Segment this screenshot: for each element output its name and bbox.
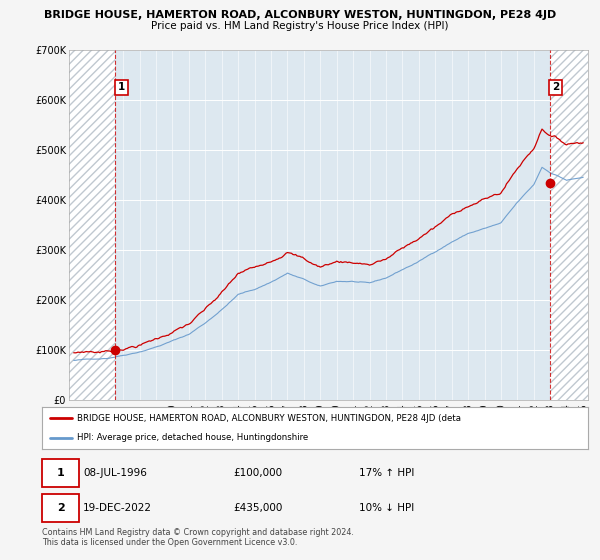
Bar: [550, 50, 588, 400]
Text: 2: 2: [56, 503, 64, 513]
Text: £100,000: £100,000: [233, 468, 282, 478]
Text: Contains HM Land Registry data © Crown copyright and database right 2024.
This d: Contains HM Land Registry data © Crown c…: [42, 528, 354, 547]
Text: 2: 2: [552, 82, 559, 92]
Text: £435,000: £435,000: [233, 503, 283, 513]
Text: 1: 1: [56, 468, 64, 478]
FancyBboxPatch shape: [42, 459, 79, 487]
Bar: [69, 50, 115, 400]
Text: 1: 1: [118, 82, 125, 92]
FancyBboxPatch shape: [42, 494, 79, 522]
Bar: [69, 50, 115, 400]
Text: BRIDGE HOUSE, HAMERTON ROAD, ALCONBURY WESTON, HUNTINGDON, PE28 4JD: BRIDGE HOUSE, HAMERTON ROAD, ALCONBURY W…: [44, 10, 556, 20]
Text: 10% ↓ HPI: 10% ↓ HPI: [359, 503, 414, 513]
Text: 19-DEC-2022: 19-DEC-2022: [83, 503, 152, 513]
Text: HPI: Average price, detached house, Huntingdonshire: HPI: Average price, detached house, Hunt…: [77, 433, 309, 442]
Text: 17% ↑ HPI: 17% ↑ HPI: [359, 468, 414, 478]
Text: Price paid vs. HM Land Registry's House Price Index (HPI): Price paid vs. HM Land Registry's House …: [151, 21, 449, 31]
Text: 08-JUL-1996: 08-JUL-1996: [83, 468, 147, 478]
Text: BRIDGE HOUSE, HAMERTON ROAD, ALCONBURY WESTON, HUNTINGDON, PE28 4JD (deta: BRIDGE HOUSE, HAMERTON ROAD, ALCONBURY W…: [77, 414, 461, 423]
